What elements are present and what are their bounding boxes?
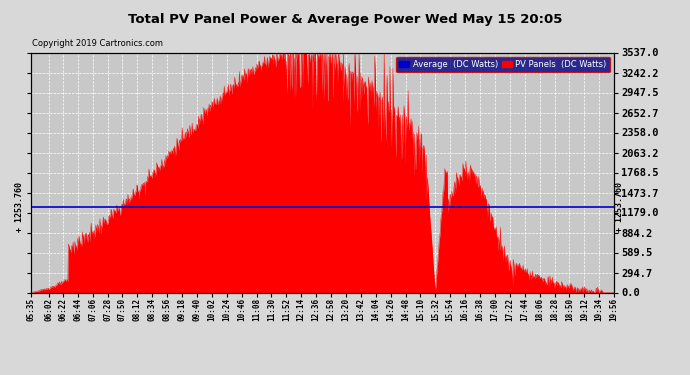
- Legend: Average  (DC Watts), PV Panels  (DC Watts): Average (DC Watts), PV Panels (DC Watts): [396, 57, 610, 72]
- Text: Total PV Panel Power & Average Power Wed May 15 20:05: Total PV Panel Power & Average Power Wed…: [128, 13, 562, 26]
- Text: + 1253.760: + 1253.760: [15, 182, 24, 232]
- Text: Copyright 2019 Cartronics.com: Copyright 2019 Cartronics.com: [32, 39, 164, 48]
- Text: + 1253.760: + 1253.760: [615, 182, 624, 232]
